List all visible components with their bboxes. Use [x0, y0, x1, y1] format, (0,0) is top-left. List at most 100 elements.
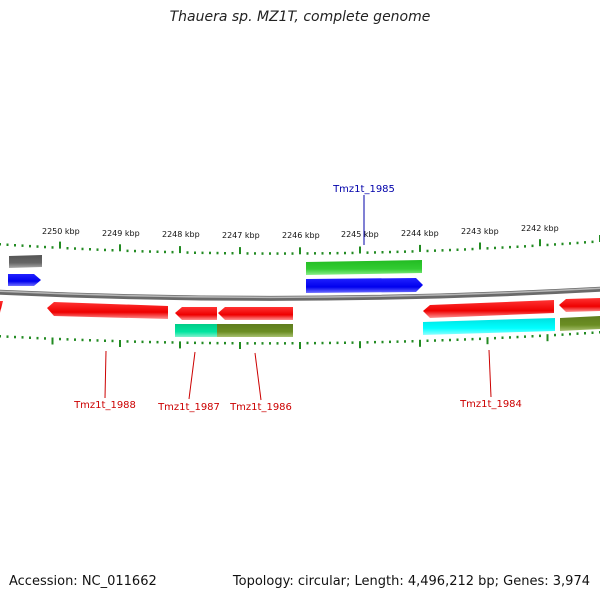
gene-label-1988[interactable]: Tmz1t_1988	[73, 400, 136, 411]
map-title: Thauera sp. MZ1T, complete genome	[169, 9, 431, 25]
ruler-minor-tick	[494, 246, 496, 250]
ruler-minor-tick	[254, 252, 256, 255]
ruler-minor-tick	[6, 243, 9, 246]
ruler-minor-tick	[576, 332, 579, 335]
reverse-cds-arrow-right[interactable]	[559, 298, 600, 312]
ruler-minor-tick	[126, 340, 129, 343]
ruler-minor-tick	[539, 334, 541, 338]
reverse-cds-arrow-1986[interactable]	[218, 307, 293, 320]
ruler-minor-tick	[14, 244, 16, 247]
ruler-minor-tick	[449, 338, 451, 342]
olive-feature-right[interactable]	[560, 316, 600, 331]
ruler-minor-tick	[569, 242, 571, 245]
ruler-minor-tick	[456, 248, 459, 251]
ruler-minor-tick	[464, 338, 466, 341]
ruler-minor-tick	[29, 336, 31, 339]
ruler-minor-tick	[216, 341, 219, 345]
ruler-minor-tick	[336, 341, 339, 345]
ruler-minor-tick	[74, 338, 76, 341]
ruler-minor-tick	[14, 335, 16, 339]
ruler-minor-tick	[149, 340, 151, 344]
ruler-minor-tick	[434, 249, 436, 252]
tick-label: 2250 kbp	[42, 227, 80, 236]
ruler-minor-tick	[486, 247, 489, 250]
ruler-minor-tick	[314, 252, 316, 255]
tick-label: 2242 kbp	[521, 224, 559, 233]
reverse-cds-left-edge[interactable]	[0, 301, 3, 313]
cyan-feature[interactable]	[423, 318, 555, 335]
gene-label-1986[interactable]: Tmz1t_1986	[229, 402, 292, 413]
ruler-minor-tick	[389, 250, 391, 254]
ruler-minor-tick	[269, 252, 271, 255]
ruler-minor-tick	[284, 342, 286, 345]
ruler-minor-tick	[254, 342, 256, 345]
ruler-minor-tick	[74, 247, 76, 250]
ruler-minor-tick	[314, 341, 316, 345]
ruler-minor-tick	[291, 342, 294, 345]
tick-label: 2246 kbp	[282, 231, 320, 240]
ruler-minor-tick	[6, 335, 9, 338]
ruler-minor-tick	[449, 248, 451, 252]
teal-feature[interactable]	[175, 324, 217, 337]
gene-label-1984[interactable]: Tmz1t_1984	[459, 399, 522, 410]
ruler-major-tick	[239, 342, 241, 349]
ruler-minor-tick	[456, 338, 459, 341]
ruler-minor-tick	[584, 241, 586, 244]
ruler-minor-tick	[164, 341, 166, 344]
ruler-minor-tick	[194, 341, 196, 345]
ruler-minor-tick	[134, 249, 136, 253]
accession-text: Accession: NC_011662	[9, 574, 157, 589]
reverse-cds-arrow-1987[interactable]	[175, 307, 217, 320]
olive-feature[interactable]	[217, 324, 293, 337]
ruler-minor-tick	[171, 250, 174, 254]
ruler-minor-tick	[426, 339, 429, 342]
ruler-major-tick	[51, 337, 54, 345]
ruler-minor-tick	[479, 337, 481, 341]
ruler-minor-tick	[126, 249, 129, 253]
ruler-minor-tick	[561, 333, 564, 336]
ruler-minor-tick	[66, 338, 69, 341]
forward-cds-arrow[interactable]	[8, 274, 41, 286]
genome-backbone	[0, 286, 600, 301]
ruler-minor-tick	[306, 341, 309, 345]
ruler-major-tick	[359, 246, 361, 254]
ruler-minor-tick	[591, 240, 594, 244]
ruler-minor-tick	[224, 341, 226, 345]
forward-cds-arrow-1985[interactable]	[306, 278, 423, 293]
ruler-minor-tick	[404, 340, 406, 343]
genome-summary-text: Topology: circular; Length: 4,496,212 bp…	[232, 574, 590, 589]
ruler-minor-tick	[164, 250, 166, 254]
ruler-minor-tick	[441, 339, 444, 342]
ruler-minor-tick	[261, 342, 264, 345]
ruler-minor-tick	[104, 339, 106, 342]
ruler-minor-tick	[509, 245, 511, 249]
ruler-minor-tick	[576, 241, 579, 245]
leader-line	[254, 352, 262, 401]
ruler-minor-tick	[351, 251, 354, 255]
ruler-major-tick	[479, 242, 481, 250]
reverse-cds-arrow-1988[interactable]	[47, 302, 168, 319]
ruler-major-tick	[486, 337, 489, 345]
ruler-major-tick	[419, 339, 421, 347]
ruler-minor-tick	[81, 247, 84, 251]
ruler-minor-tick	[246, 342, 249, 345]
ruler-minor-tick	[441, 249, 444, 252]
gene-label-1987[interactable]: Tmz1t_1987	[157, 402, 220, 413]
tick-label: 2245 kbp	[341, 230, 379, 239]
ruler-minor-tick	[584, 332, 586, 335]
ruler-minor-tick	[186, 341, 189, 344]
ruler-minor-tick	[51, 246, 54, 249]
ruler-minor-tick	[546, 243, 549, 247]
ruler-minor-tick	[524, 335, 526, 338]
gene-label-1985[interactable]: Tmz1t_1985	[332, 184, 395, 195]
gray-feature[interactable]	[9, 255, 42, 268]
green-feature[interactable]	[306, 260, 422, 275]
ruler-minor-tick	[216, 251, 219, 255]
ruler-minor-tick	[516, 335, 519, 339]
ruler-minor-tick	[389, 340, 391, 344]
ruler-major-tick	[546, 334, 549, 342]
ruler-minor-tick	[261, 252, 264, 255]
reverse-cds-arrow-1984[interactable]	[423, 300, 554, 318]
ruler-major-tick	[59, 241, 61, 249]
